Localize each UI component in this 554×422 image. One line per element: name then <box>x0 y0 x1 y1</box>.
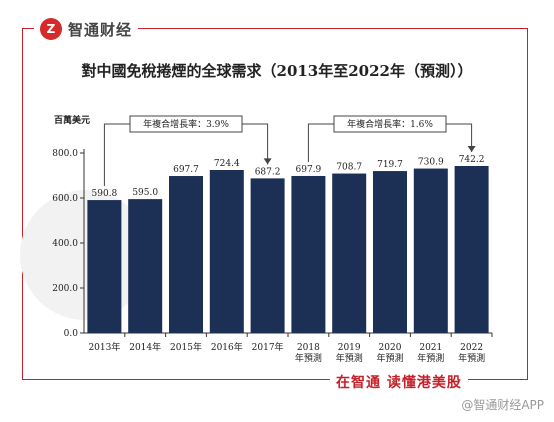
bar-value-label: 697.9 <box>296 165 322 175</box>
bar-value-label: 697.7 <box>173 165 199 175</box>
slogan: 在智通 读懂港美股 <box>330 372 468 392</box>
bar-value-label: 724.4 <box>214 159 240 169</box>
bar <box>128 199 163 333</box>
source-watermark: @智通财经APP <box>461 398 544 412</box>
bar <box>291 175 326 333</box>
bar-value-label: 687.2 <box>255 167 281 177</box>
bar <box>250 178 285 333</box>
cagr-arrow-icon <box>263 158 272 165</box>
cagr-bracket-line <box>242 123 269 165</box>
cagr-bracket-line <box>103 123 130 187</box>
x-tick-label: 年預測 <box>417 352 444 364</box>
x-tick-label: 年預測 <box>458 352 485 364</box>
cagr-label-box <box>333 115 447 133</box>
bar-value-label: 590.8 <box>92 189 118 199</box>
bar <box>373 171 407 333</box>
chart-title: 對中國免稅捲煙的全球需求（2013年至2022年（預測）） <box>81 62 473 80</box>
cagr-label: 年複合增長率：1.6% <box>347 118 433 130</box>
bar <box>332 173 367 333</box>
x-tick-label: 2021 <box>419 343 442 353</box>
cagr-bracket-line <box>446 123 473 153</box>
x-tick-label: 2015年 <box>170 341 202 353</box>
x-tick-label: 2013年 <box>88 341 120 353</box>
bar-value-label: 708.7 <box>336 163 362 173</box>
x-tick-label: 年預測 <box>295 352 322 364</box>
brand-logo-icon: Z <box>40 18 62 40</box>
x-tick-label: 2022 <box>460 343 483 353</box>
y-tick-label: 400.0 <box>52 239 78 249</box>
bar-value-label: 742.2 <box>459 155 485 165</box>
x-tick-label: 2016年 <box>211 341 243 353</box>
bar <box>413 168 448 333</box>
x-tick-label: 2014年 <box>129 341 161 353</box>
bar <box>87 200 122 333</box>
x-tick-label: 年預測 <box>336 352 363 364</box>
y-tick-label: 600.0 <box>52 194 78 204</box>
x-tick-label: 2018 <box>297 343 320 353</box>
bar-value-label: 730.9 <box>418 158 444 168</box>
y-tick-label: 200.0 <box>52 284 78 294</box>
brand-logo: Z 智通财经 <box>34 16 139 42</box>
x-tick-label: 2020 <box>379 343 402 353</box>
cagr-label: 年複合增長率：3.9% <box>143 118 229 130</box>
y-tick-label: 0.0 <box>64 329 79 339</box>
brand-name: 智通财经 <box>68 20 133 39</box>
y-tick-label: 800.0 <box>52 149 78 159</box>
bar <box>169 176 203 333</box>
cagr-arrow-icon <box>467 146 476 153</box>
bar <box>209 170 244 333</box>
bar-value-label: 595.0 <box>132 188 158 198</box>
cagr-label-box <box>129 115 243 133</box>
cagr-bracket-line <box>307 123 334 162</box>
x-tick-label: 年預測 <box>376 352 403 364</box>
chart-frame <box>22 28 528 380</box>
y-axis-unit-label: 百萬美元 <box>54 114 90 126</box>
bar-value-label: 719.7 <box>377 160 403 170</box>
x-tick-label: 2017年 <box>252 341 284 353</box>
bar <box>454 166 489 333</box>
x-tick-label: 2019 <box>338 343 361 353</box>
